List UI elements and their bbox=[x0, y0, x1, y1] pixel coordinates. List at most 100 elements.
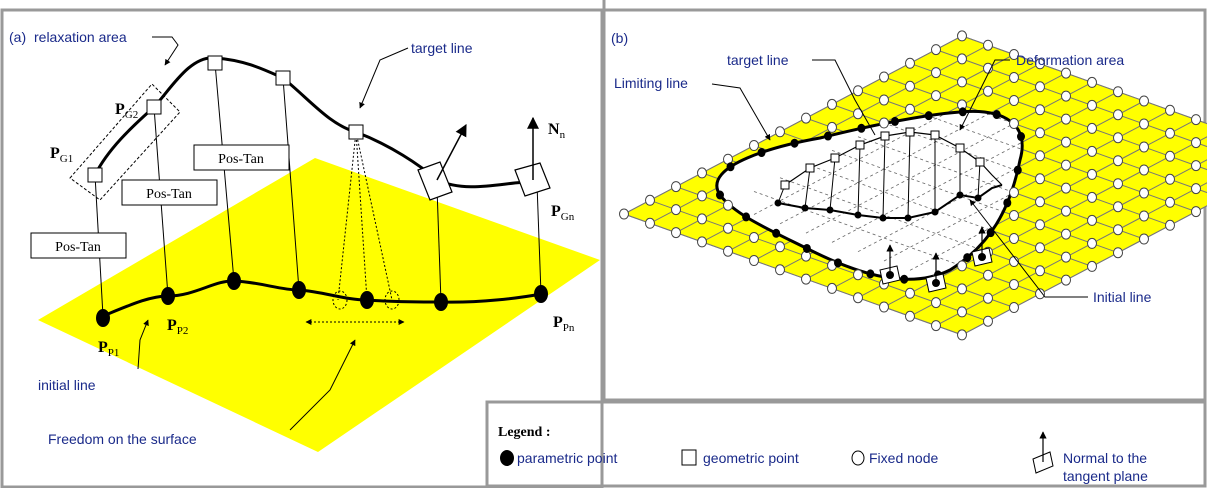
relaxation-area-label: relaxation area bbox=[34, 29, 127, 45]
fixed-node bbox=[1009, 210, 1019, 221]
fixed-node bbox=[1009, 302, 1019, 313]
parametric-point bbox=[742, 212, 751, 222]
fixed-node bbox=[905, 103, 915, 115]
fixed-node bbox=[1165, 173, 1175, 185]
p-g1-label: P bbox=[50, 145, 60, 162]
fixed-node bbox=[957, 306, 967, 318]
fixed-node bbox=[1165, 104, 1175, 116]
fixed-node bbox=[1061, 159, 1071, 171]
fixed-node bbox=[1139, 95, 1149, 107]
legend-geometric-icon bbox=[681, 449, 697, 466]
freedom-cone bbox=[305, 131, 405, 325]
parametric-point bbox=[900, 274, 909, 284]
initial-line-label-a: initial line bbox=[38, 377, 96, 393]
fixed-node bbox=[697, 190, 707, 202]
fixed-node bbox=[905, 310, 915, 322]
n-n-sub: n bbox=[560, 129, 566, 141]
fixed-node bbox=[1087, 99, 1097, 111]
n-n-label: N bbox=[548, 121, 560, 138]
fixed-node bbox=[1087, 168, 1097, 180]
p-g2-sub: G2 bbox=[125, 109, 138, 121]
parametric-point bbox=[801, 204, 809, 212]
fixed-node bbox=[1009, 118, 1019, 129]
legend-normal-icon bbox=[1032, 431, 1054, 474]
fixed-node bbox=[957, 260, 967, 272]
normal-arrows-a bbox=[436, 116, 539, 181]
fixed-node bbox=[1061, 113, 1071, 125]
parametric-point bbox=[802, 243, 811, 253]
fixed-node bbox=[827, 121, 837, 133]
legend-geometric-label: geometric point bbox=[703, 450, 799, 466]
legend-frame bbox=[485, 400, 1207, 488]
fixed-node bbox=[957, 329, 967, 341]
parametric-point bbox=[866, 269, 875, 279]
fixed-node bbox=[879, 94, 889, 106]
fixed-node bbox=[749, 232, 759, 243]
geometric-point bbox=[87, 167, 103, 183]
fixed-node bbox=[619, 208, 629, 220]
fixed-node bbox=[879, 301, 889, 313]
fixed-node bbox=[1009, 187, 1019, 198]
panel-a: Pos-Tan Pos-Tan Pos-Tan (a) relaxation a… bbox=[9, 29, 600, 452]
fixed-node bbox=[827, 98, 837, 110]
parametric-point bbox=[857, 123, 866, 133]
fixed-node bbox=[1087, 237, 1097, 249]
legend-parametric-icon bbox=[500, 450, 514, 466]
fixed-node bbox=[1113, 86, 1123, 98]
legend-title: Legend : bbox=[498, 425, 551, 440]
normal-markers-b bbox=[879, 226, 993, 293]
panel-a-frame bbox=[0, 8, 604, 488]
fixed-node bbox=[1061, 90, 1071, 102]
fixed-node bbox=[1087, 145, 1097, 157]
fixed-node bbox=[931, 44, 941, 56]
fixed-node bbox=[775, 241, 785, 253]
fixed-node bbox=[1191, 137, 1201, 149]
fixed-node bbox=[1035, 150, 1045, 162]
fixed-node bbox=[905, 80, 915, 92]
freedom-label: Freedom on the surface bbox=[48, 431, 197, 447]
parametric-point bbox=[360, 291, 374, 309]
parametric-point bbox=[1017, 132, 1026, 142]
legend-normal-label-1: Normal to the bbox=[1063, 450, 1147, 466]
fixed-node bbox=[1113, 155, 1123, 167]
legend-parametric-label: parametric point bbox=[517, 450, 617, 466]
fixed-node bbox=[1061, 205, 1071, 217]
parametric-point bbox=[974, 194, 982, 202]
pos-tan-boxes: Pos-Tan Pos-Tan Pos-Tan bbox=[30, 144, 290, 259]
geometric-point bbox=[207, 55, 223, 71]
fixed-node bbox=[1139, 118, 1149, 130]
fixed-node bbox=[1139, 164, 1149, 176]
fixed-node bbox=[827, 282, 837, 294]
fixed-node bbox=[1009, 49, 1019, 60]
fixed-node bbox=[1087, 122, 1097, 134]
fixed-node bbox=[983, 39, 993, 51]
parametric-point bbox=[161, 287, 175, 305]
geometric-point bbox=[805, 163, 815, 173]
geometric-point bbox=[955, 143, 965, 153]
fixed-node bbox=[1191, 183, 1201, 195]
fixed-node bbox=[879, 71, 889, 83]
parametric-point bbox=[854, 211, 862, 219]
svg-text:Nn: Nn bbox=[548, 121, 566, 141]
parametric-point bbox=[833, 258, 842, 268]
parametric-point bbox=[924, 111, 933, 121]
parametric-point bbox=[956, 191, 964, 199]
geometric-point bbox=[146, 99, 162, 115]
parametric-point bbox=[879, 214, 887, 222]
parametric-point bbox=[1003, 198, 1012, 208]
fixed-node bbox=[1035, 127, 1045, 139]
parametric-point bbox=[904, 214, 912, 222]
fixed-node bbox=[879, 117, 889, 129]
parametric-point bbox=[992, 110, 1001, 120]
p-gn-label: P bbox=[551, 203, 561, 220]
legend: Legend : parametric point geometric poin… bbox=[498, 425, 1148, 484]
fixed-node bbox=[1061, 251, 1071, 263]
fixed-node bbox=[853, 292, 863, 304]
fixed-node bbox=[931, 67, 941, 79]
fixed-node bbox=[1165, 196, 1175, 208]
geometric-point bbox=[275, 70, 291, 86]
geometric-points-a bbox=[87, 55, 364, 183]
geometric-point bbox=[880, 131, 890, 141]
geometric-point bbox=[830, 153, 840, 163]
